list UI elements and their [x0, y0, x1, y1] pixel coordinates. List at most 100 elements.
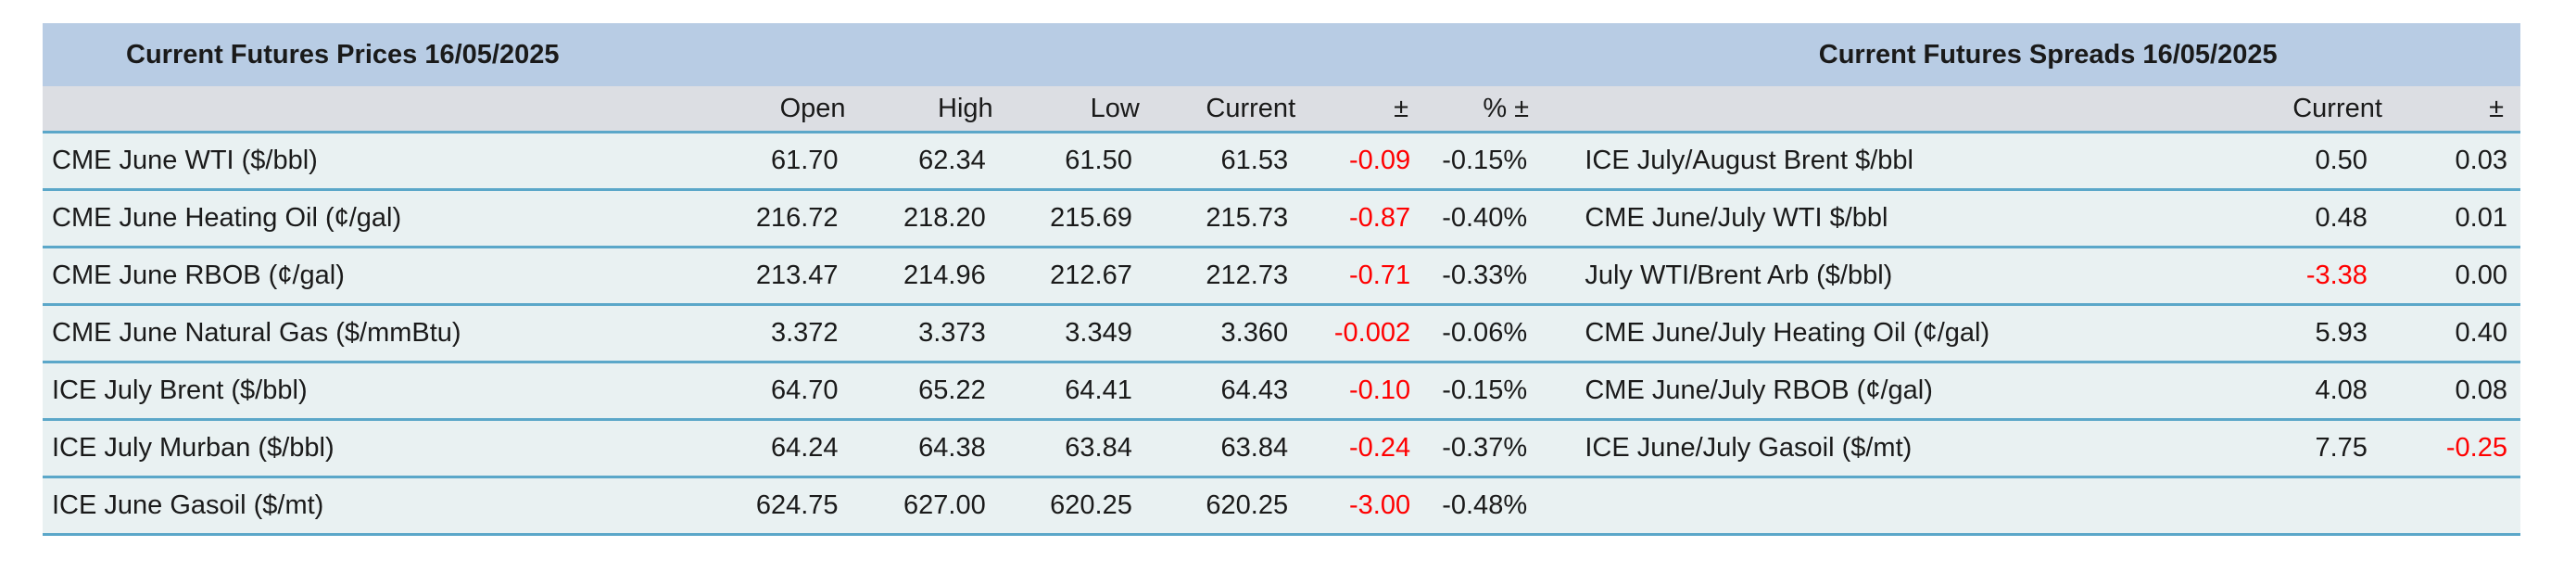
price-low: 63.84: [1005, 419, 1153, 478]
futures-tables: Current Futures Prices 16/05/2025 Curren…: [43, 23, 2520, 536]
header-spread-name-blank: [1575, 86, 2125, 133]
spread-current: 5.93: [2124, 304, 2395, 363]
spread-name: CME June/July Heating Oil (¢/gal): [1575, 304, 2125, 363]
price-pct-change: -0.15%: [1431, 132, 1547, 191]
price-change: -0.71: [1308, 247, 1432, 306]
price-high: 64.38: [858, 419, 1006, 478]
price-high: 65.22: [858, 362, 1006, 421]
spread-current: 0.48: [2124, 189, 2395, 248]
spread-change: 0.01: [2394, 189, 2520, 248]
price-instrument-name: ICE July Murban ($/bbl): [43, 419, 706, 478]
price-current: 215.73: [1152, 189, 1309, 248]
header-name-blank: [43, 86, 706, 133]
price-low: 61.50: [1005, 132, 1153, 191]
spread-name: CME June/July RBOB (¢/gal): [1575, 362, 2125, 421]
spread-change: 0.00: [2394, 247, 2520, 306]
price-high: 62.34: [858, 132, 1006, 191]
price-high: 214.96: [858, 247, 1006, 306]
price-change: -0.24: [1308, 419, 1432, 478]
title-gap: [1546, 23, 1576, 86]
price-current: 61.53: [1152, 132, 1309, 191]
table-row: CME June Natural Gas ($/mmBtu) 3.372 3.373…: [43, 304, 2520, 363]
spreads-title: Current Futures Spreads 16/05/2025: [1575, 23, 2520, 86]
header-change: ±: [1308, 86, 1432, 133]
empty-spread-cell: [1575, 477, 2125, 536]
price-current: 212.73: [1152, 247, 1309, 306]
price-low: 212.67: [1005, 247, 1153, 306]
price-open: 3.372: [705, 304, 859, 363]
spread-change: 0.40: [2394, 304, 2520, 363]
spread-change: 0.08: [2394, 362, 2520, 421]
table-row: ICE June Gasoil ($/mt) 624.75 627.00 620.25…: [43, 477, 2520, 536]
table-row: CME June Heating Oil (¢/gal) 216.72 218.20…: [43, 189, 2520, 248]
table-body: CME June WTI ($/bbl) 61.70 62.34 61.50 61.53…: [43, 132, 2520, 536]
header-gap: [1546, 86, 1576, 133]
header-spread-change: ±: [2394, 86, 2520, 133]
price-instrument-name: ICE July Brent ($/bbl): [43, 362, 706, 421]
title-row: Current Futures Prices 16/05/2025 Curren…: [43, 23, 2520, 86]
price-open: 64.70: [705, 362, 859, 421]
price-pct-change: -0.48%: [1431, 477, 1547, 536]
price-change: -0.10: [1308, 362, 1432, 421]
price-pct-change: -0.40%: [1431, 189, 1547, 248]
price-pct-change: -0.37%: [1431, 419, 1547, 478]
price-instrument-name: CME June Natural Gas ($/mmBtu): [43, 304, 706, 363]
price-change: -0.09: [1308, 132, 1432, 191]
price-low: 3.349: [1005, 304, 1153, 363]
table-row: ICE July Brent ($/bbl) 64.70 65.22 64.41 64.…: [43, 362, 2520, 421]
empty-spread-cell: [2394, 477, 2520, 536]
price-open: 213.47: [705, 247, 859, 306]
price-pct-change: -0.15%: [1431, 362, 1547, 421]
price-high: 218.20: [858, 189, 1006, 248]
price-change: -0.87: [1308, 189, 1432, 248]
header-pct-change: % ±: [1431, 86, 1547, 133]
price-change: -3.00: [1308, 477, 1432, 536]
spread-name: ICE June/July Gasoil ($/mt): [1575, 419, 2125, 478]
price-low: 215.69: [1005, 189, 1153, 248]
table-row: CME June RBOB (¢/gal) 213.47 214.96 212.67 2…: [43, 247, 2520, 306]
header-spread-current: Current: [2124, 86, 2395, 133]
spread-current: -3.38: [2124, 247, 2395, 306]
empty-spread-cell: [2124, 477, 2395, 536]
price-open: 64.24: [705, 419, 859, 478]
header-low: Low: [1005, 86, 1153, 133]
spread-name: July WTI/Brent Arb ($/bbl): [1575, 247, 2125, 306]
column-gap: [1546, 419, 1576, 478]
price-open: 624.75: [705, 477, 859, 536]
price-current: 64.43: [1152, 362, 1309, 421]
price-change: -0.002: [1308, 304, 1432, 363]
price-pct-change: -0.33%: [1431, 247, 1547, 306]
price-high: 627.00: [858, 477, 1006, 536]
column-gap: [1546, 247, 1576, 306]
price-current: 63.84: [1152, 419, 1309, 478]
price-pct-change: -0.06%: [1431, 304, 1547, 363]
header-current: Current: [1152, 86, 1309, 133]
table-row: CME June WTI ($/bbl) 61.70 62.34 61.50 61.53…: [43, 132, 2520, 191]
price-open: 61.70: [705, 132, 859, 191]
spread-current: 7.75: [2124, 419, 2395, 478]
column-gap: [1546, 132, 1576, 191]
column-gap: [1546, 477, 1576, 536]
price-instrument-name: ICE June Gasoil ($/mt): [43, 477, 706, 536]
spread-change: 0.03: [2394, 132, 2520, 191]
price-instrument-name: CME June Heating Oil (¢/gal): [43, 189, 706, 248]
price-low: 64.41: [1005, 362, 1153, 421]
header-high: High: [858, 86, 1006, 133]
price-current: 620.25: [1152, 477, 1309, 536]
column-header-row: Open High Low Current ± % ± Current ±: [43, 86, 2520, 133]
price-low: 620.25: [1005, 477, 1153, 536]
prices-title: Current Futures Prices 16/05/2025: [43, 23, 1547, 86]
spread-name: CME June/July WTI $/bbl: [1575, 189, 2125, 248]
price-instrument-name: CME June WTI ($/bbl): [43, 132, 706, 191]
column-gap: [1546, 304, 1576, 363]
price-high: 3.373: [858, 304, 1006, 363]
spread-current: 0.50: [2124, 132, 2395, 191]
price-current: 3.360: [1152, 304, 1309, 363]
header-open: Open: [705, 86, 859, 133]
price-open: 216.72: [705, 189, 859, 248]
spread-current: 4.08: [2124, 362, 2395, 421]
column-gap: [1546, 189, 1576, 248]
spread-name: ICE July/August Brent $/bbl: [1575, 132, 2125, 191]
price-instrument-name: CME June RBOB (¢/gal): [43, 247, 706, 306]
futures-table: Current Futures Prices 16/05/2025 Curren…: [43, 23, 2520, 536]
